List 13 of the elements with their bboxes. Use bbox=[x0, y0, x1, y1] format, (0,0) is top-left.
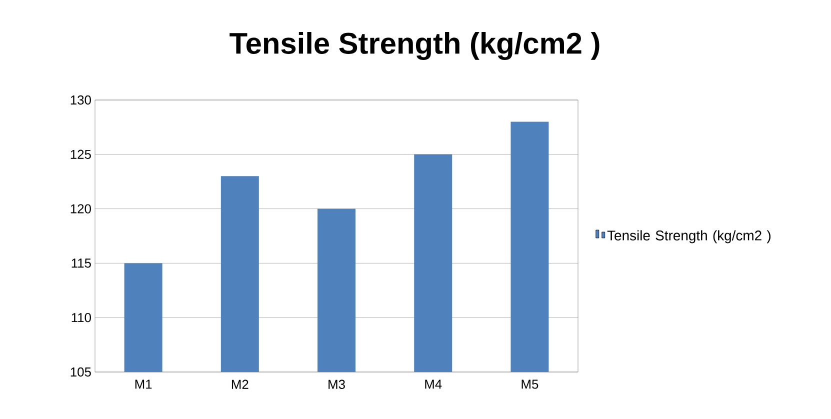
x-tick-label: M5 bbox=[522, 380, 538, 389]
y-tick-label: 125 bbox=[70, 150, 91, 159]
y-tick-label: 110 bbox=[72, 313, 91, 322]
y-tick-label: 130 bbox=[70, 95, 91, 105]
legend-label: Tensile Strength (kg/cm2 ) bbox=[607, 230, 770, 244]
y-tick-label: 120 bbox=[70, 204, 91, 214]
x-tick-label: M3 bbox=[328, 380, 345, 389]
x-tick-label: M1 bbox=[135, 380, 152, 389]
chart-title: Tensile Strength (kg/cm2 ) bbox=[230, 32, 600, 60]
y-tick-label: 105 bbox=[70, 367, 91, 377]
x-tick-label: M2 bbox=[232, 380, 248, 389]
x-tick-label: M4 bbox=[425, 380, 442, 389]
y-tick-label: 115 bbox=[72, 258, 91, 268]
